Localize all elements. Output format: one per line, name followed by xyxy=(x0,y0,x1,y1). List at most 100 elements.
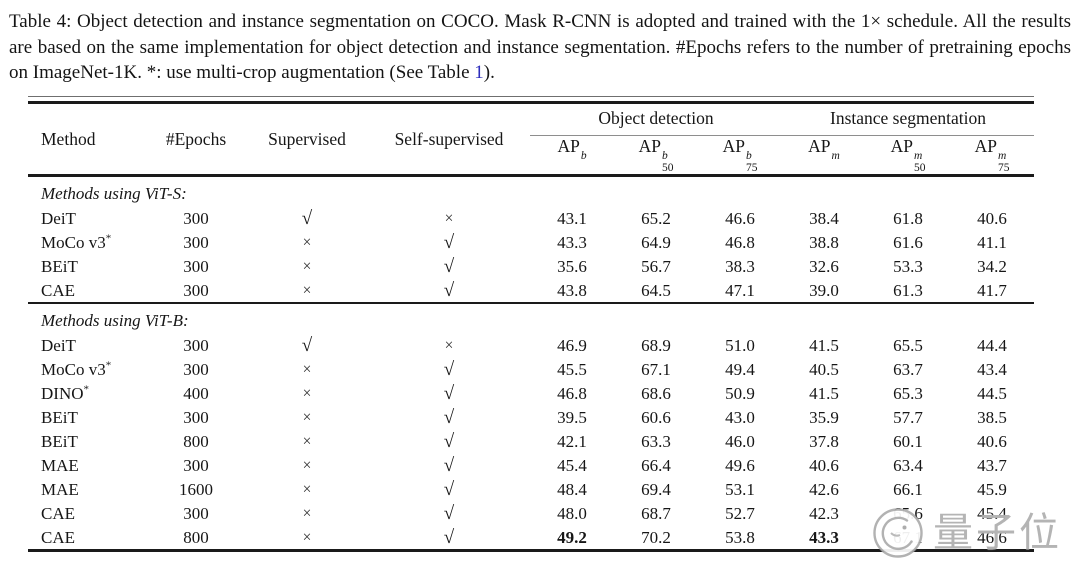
ap-value-cell: 60.6 xyxy=(641,408,671,428)
table-ref-link[interactable]: 1 xyxy=(474,62,484,83)
col-header-self-supervised: Self-supervised xyxy=(368,102,530,178)
table-row: DINO* 400 × √ 46.8 68.6 50.9 41.5 65.3 44.5 xyxy=(28,382,1034,406)
self-supervised-check-mark: √ xyxy=(368,279,530,305)
results-table: Method #Epochs Supervised Self-supervise… xyxy=(28,101,1034,552)
supervised-cross-mark: × xyxy=(302,457,312,475)
self-supervised-check-mark: √ xyxy=(443,503,455,525)
table-row: DeiT 300 √ × 43.1 65.2 46.6 38.4 61.8 40.6 xyxy=(28,207,1034,231)
ap-value-cell: 53.8 xyxy=(725,527,755,547)
epochs-cell: 400 xyxy=(183,384,209,404)
header-row-groups: Method #Epochs Supervised Self-supervise… xyxy=(28,102,1034,178)
method-cell: BEiT xyxy=(28,255,146,279)
ap-value-cell: 65.3 xyxy=(893,384,923,404)
ap-value-cell: 35.6 xyxy=(557,257,587,277)
supervised-cross-mark: × xyxy=(302,234,312,252)
self-supervised-check-mark: √ xyxy=(443,407,455,429)
ap-value-cell: 46.8 xyxy=(557,384,587,404)
ap-value-cell: 43.7 xyxy=(977,456,1007,476)
method-cell: MAE xyxy=(28,454,146,478)
table-row: MAE 1600 × √ 48.4 69.4 53.1 42.6 66.1 45.9 xyxy=(28,478,1034,502)
self-supervised-check-mark: √ xyxy=(443,479,455,501)
ap-value-cell: 47.1 xyxy=(698,279,782,305)
self-supervised-check-mark: √ xyxy=(443,431,455,453)
method-cell: DeiT xyxy=(28,334,146,358)
epochs-cell: 300 xyxy=(183,408,209,428)
supervised-cross-mark: × xyxy=(302,505,312,523)
method-cell: CAE xyxy=(28,502,146,526)
ap-value-cell: 66.4 xyxy=(641,456,671,476)
ap-value-cell: 65.5 xyxy=(893,336,923,356)
method-cell: DeiT xyxy=(28,207,146,231)
ap-value-cell: 52.7 xyxy=(725,504,755,524)
self-supervised-check-mark: √ xyxy=(443,232,455,254)
ap-value-cell: 64.9 xyxy=(641,233,671,253)
ap-value-cell: 68.7 xyxy=(641,504,671,524)
table-caption: Table 4: Object detection and instance s… xyxy=(9,9,1071,86)
table-row: BEiT 800 × √ 42.1 63.3 46.0 37.8 60.1 40.6 xyxy=(28,430,1034,454)
ap-value-cell: 68.6 xyxy=(641,384,671,404)
ap-value-cell: 42.1 xyxy=(557,432,587,452)
ap-value-cell: 43.3 xyxy=(809,527,839,547)
ap-value-cell: 57.7 xyxy=(893,408,923,428)
epochs-cell: 300 xyxy=(183,504,209,524)
ap-value-cell: 69.4 xyxy=(641,480,671,500)
epochs-cell: 800 xyxy=(183,432,209,452)
method-name: MAE xyxy=(41,480,79,500)
epochs-cell: 800 xyxy=(183,527,209,547)
ap-value-cell: 38.5 xyxy=(977,408,1007,428)
supervised-check-mark: √ xyxy=(301,335,313,357)
table-container: Method #Epochs Supervised Self-supervise… xyxy=(28,95,1059,558)
ap-value-cell: 67.1 xyxy=(641,360,671,380)
ap-value-cell: 51.0 xyxy=(725,336,755,356)
ap-value-cell: 46.6 xyxy=(725,209,755,229)
method-cell: BEiT xyxy=(28,430,146,454)
ap-value-cell: 60.1 xyxy=(893,432,923,452)
ap-value-cell: 63.7 xyxy=(893,360,923,380)
method-cell: DINO* xyxy=(28,382,146,406)
col-header-epochs: #Epochs xyxy=(146,102,246,178)
ap-value-cell: 63.3 xyxy=(641,432,671,452)
table-row: BEiT 300 × √ 35.6 56.7 38.3 32.6 53.3 34.2 xyxy=(28,255,1034,279)
self-supervised-cross-mark: × xyxy=(444,210,454,228)
ap-value-cell: 35.9 xyxy=(809,408,839,428)
ap-value-cell: 45.4 xyxy=(977,504,1007,524)
ap-value-cell: 49.4 xyxy=(725,360,755,380)
method-name: BEiT xyxy=(41,257,78,277)
supervised-cross-mark: × xyxy=(302,409,312,427)
section-vit-s: Methods using ViT-S: DeiT 300 √ × 43.1 65.2 46.… xyxy=(28,176,1034,305)
method-cell: MoCo v3* xyxy=(28,231,146,255)
supervised-cross-mark: × xyxy=(302,361,312,379)
ap-value-cell: 46.8 xyxy=(725,233,755,253)
ap-value-cell: 45.4 xyxy=(557,456,587,476)
self-supervised-check-mark: √ xyxy=(443,359,455,381)
col-group-instance-segmentation: Instance segmentation xyxy=(782,102,1034,136)
self-supervised-check-mark: √ xyxy=(443,455,455,477)
ap-value-cell: 46.0 xyxy=(725,432,755,452)
supervised-check-mark: √ xyxy=(301,208,313,230)
ap-value-cell: 41.1 xyxy=(977,233,1007,253)
method-name: BEiT xyxy=(41,408,78,428)
table-row: DeiT 300 √ × 46.9 68.9 51.0 41.5 65.5 44.4 xyxy=(28,334,1034,358)
ap-value-cell: 34.2 xyxy=(977,257,1007,277)
table-row: BEiT 300 × √ 39.5 60.6 43.0 35.9 57.7 38.5 xyxy=(28,406,1034,430)
supervised-cross-mark: × xyxy=(302,385,312,403)
table-row: MAE 300 × √ 45.4 66.4 49.6 40.6 63.4 43.7 xyxy=(28,454,1034,478)
supervised-cross-mark: × xyxy=(302,433,312,451)
method-name: CAE xyxy=(41,504,75,524)
col-header-ap-b-50: AP b 50 xyxy=(614,135,698,178)
ap-value-cell: 38.4 xyxy=(809,209,839,229)
method-cell: MoCo v3* xyxy=(28,358,146,382)
ap-value-cell: 32.6 xyxy=(809,257,839,277)
ap-value-cell: 45.9 xyxy=(977,480,1007,500)
top-rule-thin xyxy=(28,95,1034,97)
ap-value-cell: 43.3 xyxy=(557,233,587,253)
method-name: MAE xyxy=(41,456,79,476)
epochs-cell: 300 xyxy=(183,336,209,356)
section-header-row: Methods using ViT-B: xyxy=(28,303,1034,334)
ap-value-cell: 40.6 xyxy=(977,432,1007,452)
self-supervised-check-mark: √ xyxy=(443,526,455,548)
method-asterisk: * xyxy=(105,359,112,372)
method-cell: MAE xyxy=(28,478,146,502)
table-header: Method #Epochs Supervised Self-supervise… xyxy=(28,102,1034,178)
ap-value-cell: 41.5 xyxy=(809,384,839,404)
